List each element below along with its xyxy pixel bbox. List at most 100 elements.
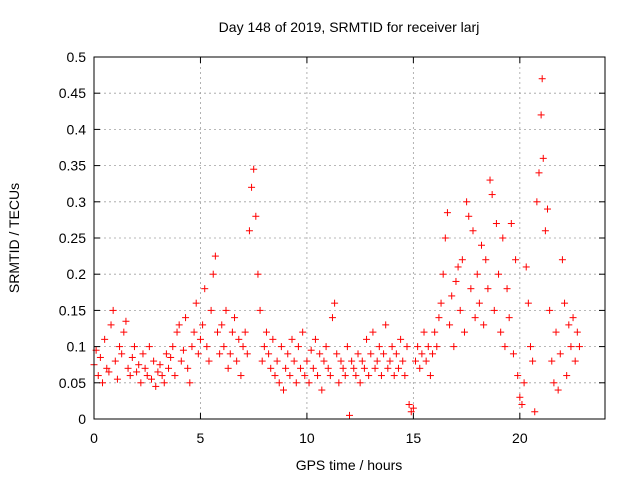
data-point	[105, 368, 113, 376]
data-point	[388, 343, 396, 351]
data-point	[141, 364, 149, 372]
data-point	[299, 328, 307, 336]
data-point	[192, 299, 200, 307]
data-point	[322, 343, 330, 351]
data-point	[245, 227, 253, 235]
data-point	[386, 357, 394, 365]
data-point	[156, 361, 164, 369]
data-point	[290, 357, 298, 365]
data-point	[471, 314, 479, 322]
data-point	[458, 256, 466, 264]
data-point	[565, 321, 573, 329]
data-point	[309, 364, 317, 372]
data-point	[216, 350, 224, 358]
x-tick-label: 15	[406, 430, 422, 446]
data-point	[546, 306, 554, 314]
data-point	[135, 361, 143, 369]
data-point	[409, 404, 417, 412]
y-tick-label: 0.2	[67, 266, 87, 282]
data-point	[514, 372, 522, 380]
data-point	[356, 379, 364, 387]
data-point	[456, 306, 464, 314]
data-point	[524, 299, 532, 307]
data-point	[199, 321, 207, 329]
data-point	[122, 317, 130, 325]
data-point	[194, 350, 202, 358]
data-point	[231, 314, 239, 322]
x-tick-label: 20	[512, 430, 528, 446]
data-point	[294, 343, 302, 351]
data-point	[401, 372, 409, 380]
axis-ticks	[93, 56, 605, 420]
data-point	[265, 350, 273, 358]
data-point	[526, 343, 534, 351]
data-point	[538, 75, 546, 83]
data-point	[143, 372, 151, 380]
data-point	[369, 328, 377, 336]
data-point	[488, 191, 496, 199]
data-point	[552, 328, 560, 336]
data-point	[382, 321, 390, 329]
data-point	[509, 350, 517, 358]
data-point	[360, 364, 368, 372]
data-point	[503, 285, 511, 293]
data-point	[482, 256, 490, 264]
data-point	[177, 357, 185, 365]
data-point	[418, 350, 426, 358]
chart-title: Day 148 of 2019, SRMTID for receiver lar…	[219, 19, 480, 35]
data-point	[203, 343, 211, 351]
data-point	[539, 154, 547, 162]
data-point	[441, 234, 449, 242]
data-point	[522, 263, 530, 271]
data-point	[533, 198, 541, 206]
data-point	[363, 335, 371, 343]
data-point	[111, 357, 119, 365]
data-point	[128, 353, 136, 361]
y-tick-label: 0.3	[67, 194, 87, 210]
data-point	[499, 234, 507, 242]
data-point	[529, 357, 537, 365]
data-point	[507, 220, 515, 228]
data-point	[341, 372, 349, 380]
data-point	[152, 382, 160, 390]
data-point	[256, 306, 264, 314]
data-point	[222, 306, 230, 314]
data-point	[324, 364, 332, 372]
data-point	[354, 350, 362, 358]
data-point	[311, 335, 319, 343]
data-point	[167, 353, 175, 361]
data-point	[184, 364, 192, 372]
data-point	[133, 368, 141, 376]
y-tick-label: 0.35	[59, 158, 86, 174]
data-point	[173, 328, 181, 336]
grid	[94, 57, 605, 419]
x-axis-label: GPS time / hours	[296, 457, 403, 473]
data-point	[101, 335, 109, 343]
x-tick-label: 5	[197, 430, 205, 446]
data-point	[337, 357, 345, 365]
data-point	[226, 350, 234, 358]
data-point	[405, 401, 413, 409]
data-point	[380, 350, 388, 358]
data-point	[301, 372, 309, 380]
data-point	[179, 346, 187, 354]
data-point	[190, 328, 198, 336]
data-point	[218, 321, 226, 329]
data-point	[169, 343, 177, 351]
x-tick-label: 10	[299, 430, 315, 446]
data-point	[399, 357, 407, 365]
data-point	[120, 328, 128, 336]
data-point	[467, 285, 475, 293]
data-point	[480, 321, 488, 329]
data-point	[573, 328, 581, 336]
data-point	[416, 364, 424, 372]
data-point	[224, 364, 232, 372]
data-point	[303, 357, 311, 365]
data-point	[107, 321, 115, 329]
data-point	[220, 343, 228, 351]
tick-labels: 0 0.05 0.1 0.15 0.2 0.25 0.3 0.35 0.4 0.45 0.5 0 5 10…	[59, 49, 528, 446]
data-point	[130, 343, 138, 351]
data-point	[348, 357, 356, 365]
data-point	[531, 408, 539, 416]
